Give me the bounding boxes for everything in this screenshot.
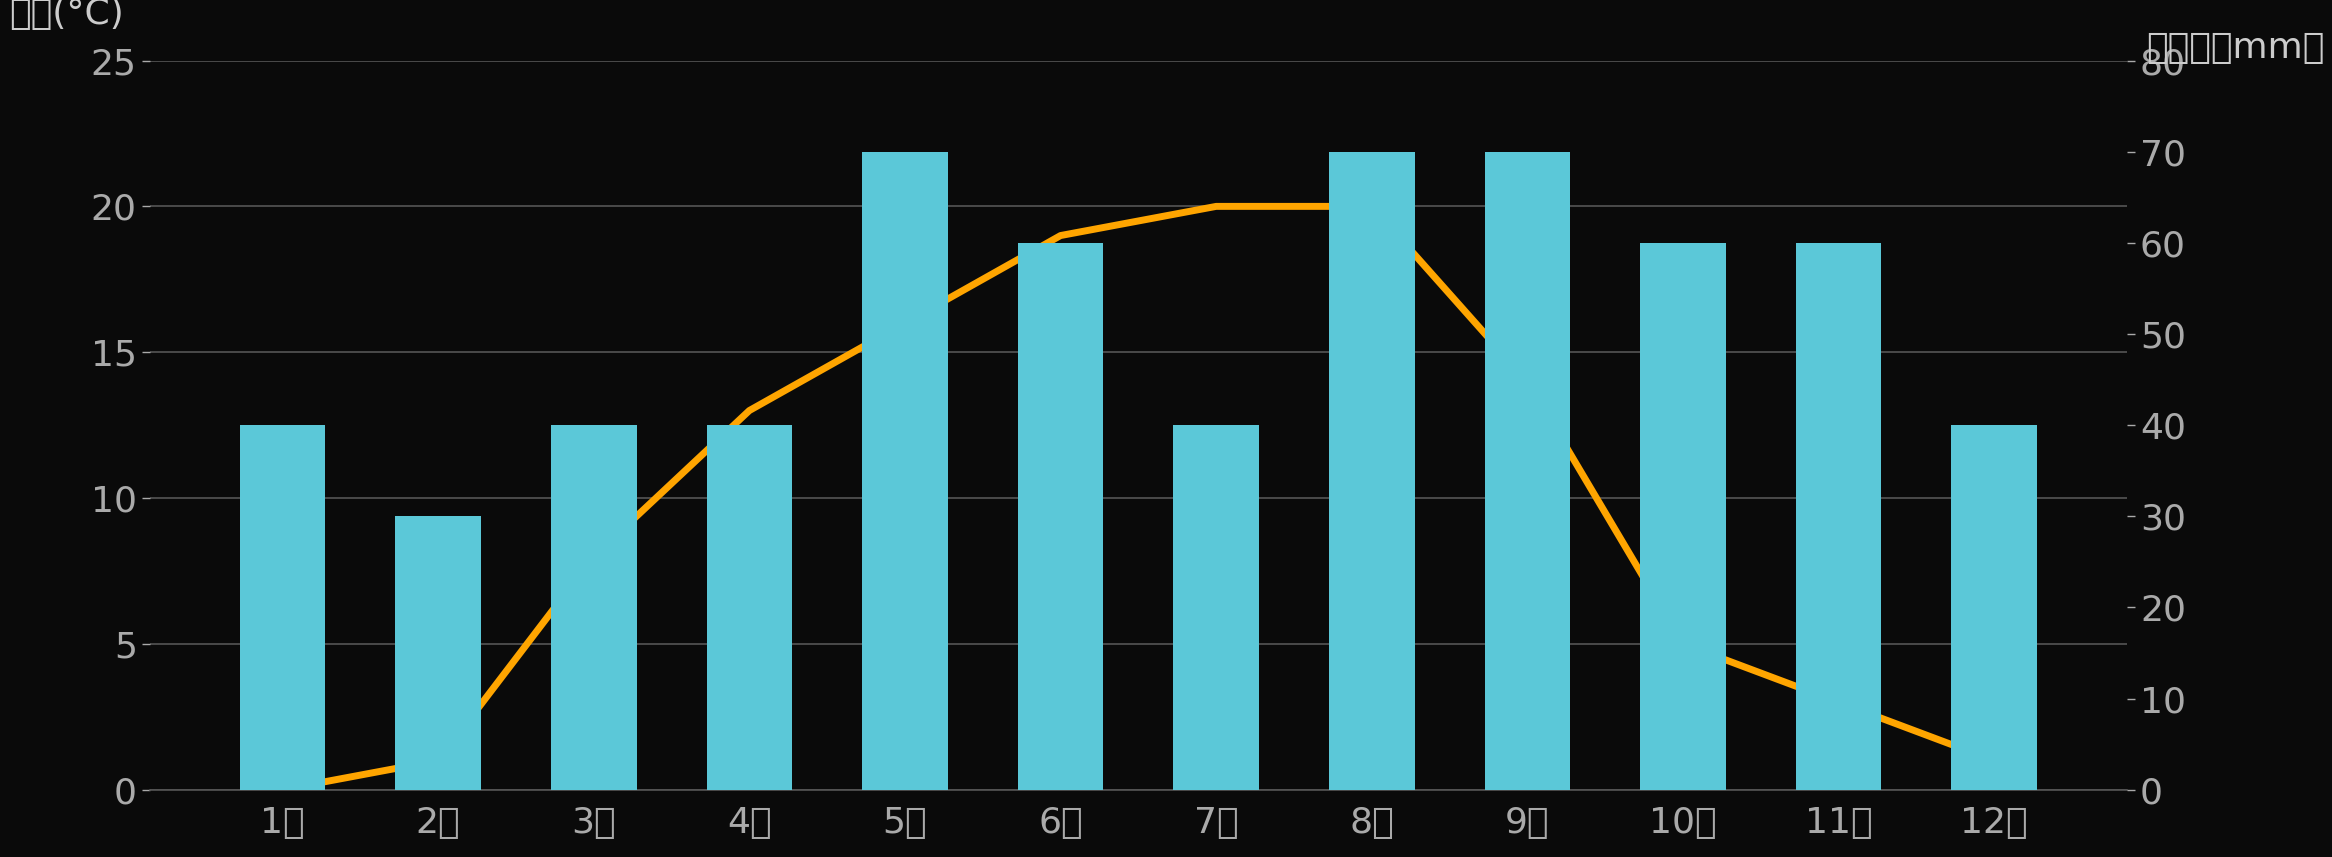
Bar bbox=[1485, 152, 1569, 789]
Bar bbox=[1329, 152, 1416, 789]
Bar bbox=[863, 152, 947, 789]
Bar bbox=[396, 516, 480, 789]
Bar bbox=[1017, 243, 1103, 789]
Bar bbox=[1173, 425, 1259, 789]
Y-axis label: 気温(°C): 気温(°C) bbox=[9, 0, 124, 32]
Bar bbox=[1796, 243, 1882, 789]
Y-axis label: 降水量（mm）: 降水量（mm） bbox=[2145, 32, 2325, 65]
Bar bbox=[707, 425, 793, 789]
Bar bbox=[240, 425, 326, 789]
Bar bbox=[1639, 243, 1726, 789]
Bar bbox=[1952, 425, 2036, 789]
Bar bbox=[550, 425, 637, 789]
